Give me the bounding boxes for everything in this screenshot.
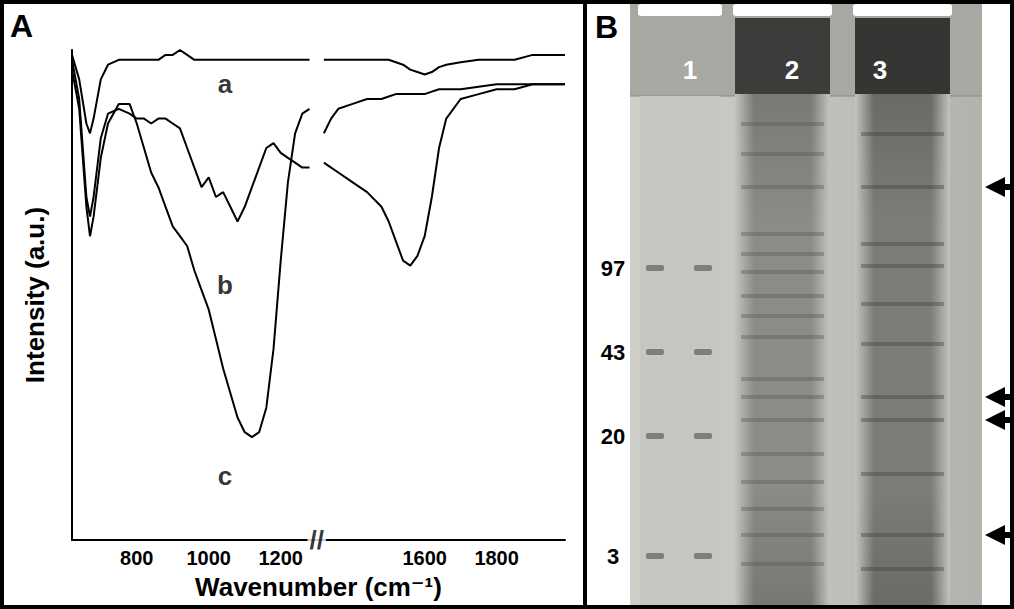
svg-text:1: 1 — [683, 55, 697, 85]
svg-text:1200: 1200 — [258, 547, 303, 569]
svg-text:43: 43 — [601, 340, 625, 365]
svg-text:b: b — [217, 270, 233, 300]
html-text:A: A — [10, 8, 34, 44]
svg-text:1600: 1600 — [402, 547, 447, 569]
svg-text:20: 20 — [601, 424, 625, 449]
svg-text://: // — [309, 525, 323, 555]
svg-text:3: 3 — [607, 544, 619, 569]
svg-text:1800: 1800 — [474, 547, 519, 569]
svg-text:2: 2 — [785, 55, 799, 85]
svg-text:a: a — [218, 69, 233, 99]
svg-text:B: B — [595, 9, 618, 45]
svg-text:1000: 1000 — [186, 547, 231, 569]
svg-text:97: 97 — [601, 256, 625, 281]
svg-text:Wavenumber (cm⁻¹): Wavenumber (cm⁻¹) — [195, 572, 442, 602]
svg-text:3: 3 — [873, 55, 887, 85]
svg-text:Intensity (a.u.): Intensity (a.u.) — [20, 207, 50, 383]
svg-text:c: c — [218, 461, 232, 491]
svg-text:800: 800 — [120, 547, 153, 569]
